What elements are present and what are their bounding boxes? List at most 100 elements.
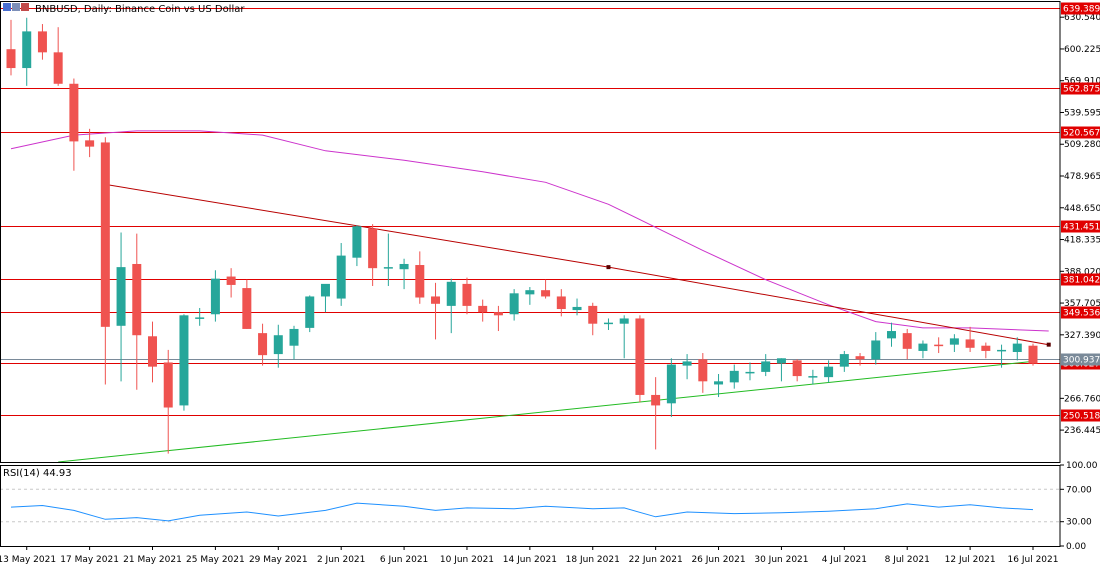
moving-average: [10, 130, 1049, 332]
horizontal-level-tag: [1061, 273, 1100, 286]
window-icon: [3, 3, 11, 11]
candle-body: [352, 226, 362, 258]
candle-body: [493, 312, 503, 316]
candle-body: [273, 335, 283, 355]
candle-body: [824, 366, 834, 378]
current-price-tag: [1061, 353, 1100, 366]
time-tick-label: 12 Jul 2021: [945, 555, 996, 565]
time-tick-label: 22 Jun 2021: [629, 555, 683, 565]
candles: [6, 17, 1038, 454]
candle-body: [619, 318, 629, 324]
candle-body: [698, 359, 708, 382]
price-tick-label: 448.650: [1064, 204, 1100, 214]
time-tick-label: 21 May 2021: [123, 555, 182, 565]
candle-body: [761, 361, 771, 372]
horizontal-level-tag: [1061, 306, 1100, 319]
candle-body: [572, 306, 582, 311]
candle-body: [729, 370, 739, 383]
time-tick-label: 18 Jun 2021: [566, 555, 620, 565]
candle-body: [37, 31, 47, 53]
candle-body: [965, 339, 975, 348]
horizontal-level-label: 381.042: [1063, 276, 1100, 286]
price-tick-label: 630.540: [1064, 13, 1100, 23]
chart-frame: [0, 1, 1061, 547]
rsi-tick-label: 70.00: [1066, 485, 1092, 495]
candle-body: [53, 52, 63, 84]
candle-body: [179, 315, 189, 406]
candle-body: [997, 349, 1007, 352]
candle-body: [289, 328, 299, 346]
time-tick-label: 29 May 2021: [249, 555, 308, 565]
rsi-panel-frame: [0, 465, 1061, 547]
horizontal-level-label: 431.451: [1063, 223, 1100, 233]
horizontal-levels: [0, 8, 1060, 416]
candle-body: [69, 83, 79, 142]
horizontal-level-label: 250.518: [1063, 412, 1100, 422]
time-tick-label: 10 Jun 2021: [440, 555, 494, 565]
candle-body: [603, 322, 613, 325]
candle-body: [226, 276, 236, 285]
candle-body: [682, 361, 692, 366]
time-tick-label: 17 May 2021: [60, 555, 119, 565]
time-tick-label: 26 Jun 2021: [691, 555, 745, 565]
candle-body: [383, 267, 393, 269]
candle-body: [242, 288, 252, 329]
candle-body: [714, 381, 724, 385]
candle-body: [478, 305, 488, 313]
trendlines: [58, 182, 1051, 463]
candle-body: [886, 331, 896, 339]
candle-body: [651, 394, 661, 406]
chart-title: BNBUSD, Daily: Binance Coin vs US Dollar: [3, 3, 245, 15]
candle-body: [431, 296, 441, 304]
price-axis: 630.540 600.225 569.910 539.595 509.280 478.9…: [1060, 2, 1100, 552]
candle-body: [525, 290, 535, 295]
price-tick-label: 357.705: [1064, 299, 1100, 309]
time-tick-label: 13 May 2021: [0, 555, 56, 565]
horizontal-level-tag: [1061, 409, 1100, 422]
candle-body: [258, 333, 268, 356]
price-tick-label: 509.280: [1064, 140, 1100, 150]
candle-body: [808, 376, 818, 378]
horizontal-level-label: 562.875: [1063, 85, 1100, 95]
price-tick-label: 266.760: [1064, 394, 1100, 404]
candle-body: [588, 305, 598, 324]
price-tick-label: 327.390: [1064, 331, 1100, 341]
candle-body: [981, 345, 991, 351]
window-icon: [12, 3, 20, 11]
time-tick-label: 25 May 2021: [186, 555, 245, 565]
time-tick-label: 14 Jun 2021: [503, 555, 557, 565]
candle-body: [1012, 343, 1022, 352]
candle-body: [541, 290, 551, 297]
chart-title-text: BNBUSD, Daily: Binance Coin vs US Dollar: [35, 4, 245, 15]
candle-body: [918, 343, 928, 351]
price-tick-label: 478.965: [1064, 172, 1100, 182]
candle-body: [6, 49, 16, 69]
price-tick-label: 236.445: [1064, 426, 1100, 436]
candle-body: [116, 267, 126, 326]
horizontal-level-tag: [1061, 82, 1100, 95]
candle-body: [871, 340, 881, 360]
rsi-label: RSI(14) 44.93: [3, 468, 72, 479]
candle-body: [635, 318, 645, 395]
candle-body: [745, 371, 755, 374]
time-tick-label: 8 Jul 2021: [885, 555, 930, 565]
current-price-label: 300.937: [1063, 356, 1100, 366]
candle-body: [556, 296, 566, 310]
candle-body: [320, 283, 330, 297]
candle-body: [776, 358, 786, 364]
candle-body: [210, 278, 220, 315]
price-tick-label: 600.225: [1064, 45, 1100, 55]
trendline-anchor: [1046, 342, 1051, 347]
main-panel-frame: [0, 1, 1061, 463]
candle-body: [368, 228, 378, 269]
rsi-panel: [0, 488, 1060, 523]
candle-body: [446, 281, 456, 306]
horizontal-level-tag: [1061, 220, 1100, 233]
time-tick-label: 16 Jul 2021: [1008, 555, 1059, 565]
candle-body: [949, 338, 959, 345]
horizontal-level-tag: [1061, 126, 1100, 139]
candle-body: [305, 296, 315, 328]
time-tick-label: 30 Jun 2021: [754, 555, 808, 565]
candle-body: [839, 354, 849, 367]
horizontal-level-tag: [1061, 2, 1100, 15]
